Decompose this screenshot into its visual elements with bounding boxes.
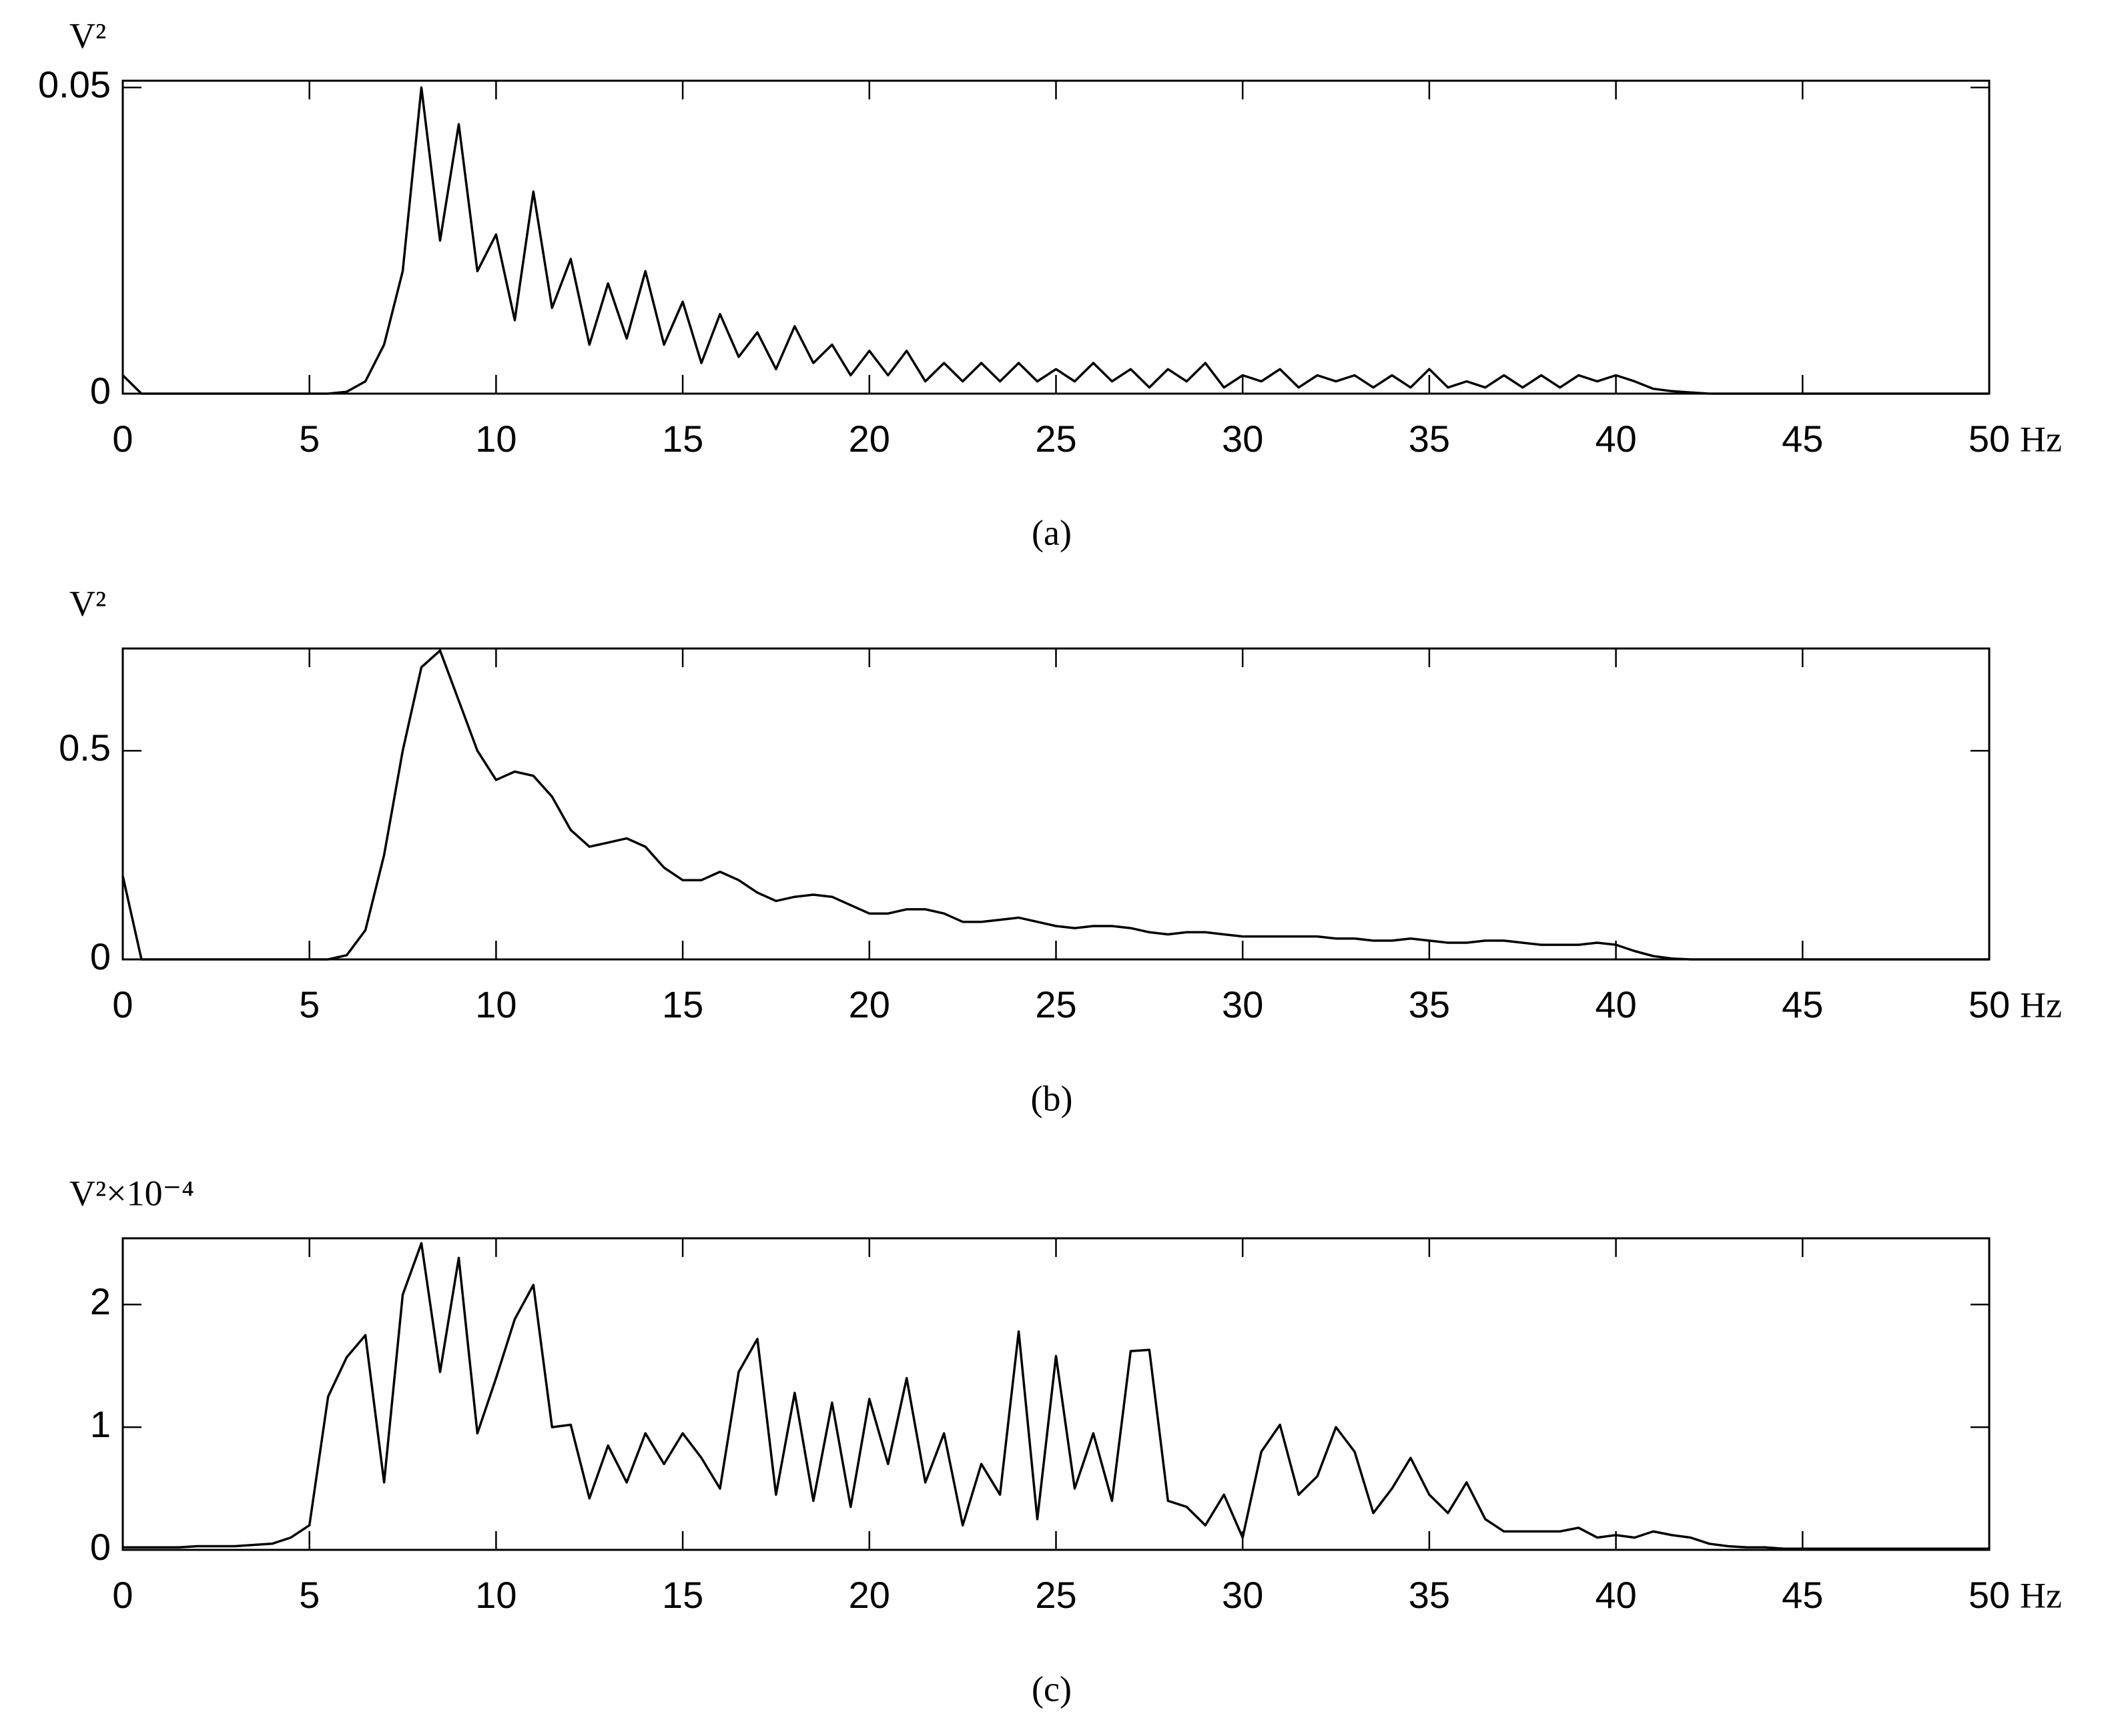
- x-tick-label: 30: [1222, 418, 1263, 460]
- x-tick-label: 0: [112, 418, 133, 460]
- x-tick-label: 45: [1782, 1574, 1823, 1616]
- y-tick-label: 0.5: [59, 727, 111, 769]
- spectrum-line: [123, 1242, 1989, 1550]
- x-tick-label: 15: [662, 418, 703, 460]
- spectrum-line: [121, 649, 1989, 961]
- x-tick-label: 20: [849, 418, 890, 460]
- y-tick-label: 0: [90, 935, 111, 977]
- x-tick-label: 40: [1595, 418, 1636, 460]
- x-tick-label: 15: [662, 983, 703, 1025]
- x-axis-unit: Hz: [2020, 985, 2062, 1025]
- x-tick-label: 5: [299, 418, 320, 460]
- x-tick-label: 10: [475, 1574, 516, 1616]
- x-tick-label: 40: [1595, 983, 1636, 1025]
- x-tick-label: 5: [299, 1574, 320, 1616]
- x-tick-label: 25: [1035, 1574, 1076, 1616]
- y-tick-label: 0: [90, 1526, 111, 1568]
- x-tick-label: 20: [849, 983, 890, 1025]
- x-tick-label: 30: [1222, 983, 1263, 1025]
- x-tick-label: 10: [475, 983, 516, 1025]
- x-tick-label: 50: [1969, 1574, 2010, 1616]
- x-tick-label: 15: [662, 1574, 703, 1616]
- panel-caption: (a): [1032, 512, 1072, 552]
- plot-frame: [121, 79, 1991, 395]
- x-tick-label: 35: [1409, 983, 1450, 1025]
- plot-frame: [121, 1237, 1991, 1551]
- y-axis-label: V²×10⁻⁴: [69, 1173, 194, 1213]
- x-tick-label: 50: [1969, 983, 2010, 1025]
- panel-caption: (c): [1032, 1669, 1072, 1709]
- y-tick-label: 2: [90, 1280, 111, 1322]
- x-tick-label: 25: [1035, 418, 1076, 460]
- x-tick-label: 30: [1222, 1574, 1263, 1616]
- plot-frame: [121, 647, 1991, 961]
- x-tick-label: 45: [1782, 983, 1823, 1025]
- x-tick-label: 35: [1409, 1574, 1450, 1616]
- x-tick-label: 35: [1409, 418, 1450, 460]
- x-tick-label: 40: [1595, 1574, 1636, 1616]
- x-tick-label: 25: [1035, 983, 1076, 1025]
- x-tick-label: 20: [849, 1574, 890, 1616]
- x-axis-unit: Hz: [2020, 1575, 2062, 1615]
- x-tick-label: 50: [1969, 418, 2010, 460]
- x-tick-label: 0: [112, 983, 133, 1025]
- spectrum-line: [121, 86, 1989, 395]
- x-tick-label: 45: [1782, 418, 1823, 460]
- y-axis-label: V²: [69, 15, 106, 55]
- x-tick-label: 0: [112, 1574, 133, 1616]
- panel-caption: (b): [1031, 1078, 1073, 1118]
- y-tick-label: 0: [90, 370, 111, 412]
- x-axis-unit: Hz: [2020, 419, 2062, 459]
- y-tick-label: 1: [90, 1403, 111, 1445]
- x-tick-label: 5: [299, 983, 320, 1025]
- x-tick-label: 10: [475, 418, 516, 460]
- y-axis-label: V²: [69, 583, 106, 623]
- y-tick-label: 0.05: [38, 63, 111, 105]
